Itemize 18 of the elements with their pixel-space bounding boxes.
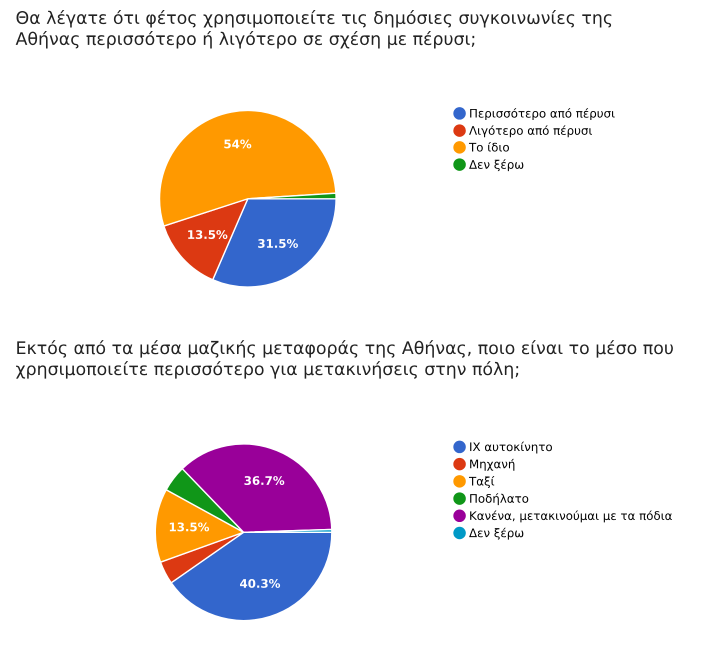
- chart-title: Εκτός από τα μέσα μαζικής μεταφοράς της Αθήνας, ποιο είναι το μέσο που χρησιμοποιείτε περισσότερο για μετακινήσεις στην πόλη;: [16, 340, 673, 379]
- legend-label: Περισσότερο από πέρυσι: [470, 108, 615, 120]
- data-label: 13.5%: [188, 230, 228, 240]
- chart-title: Θα λέγατε ότι φέτος χρησιμοποιείτε τις δημόσιες συγκοινωνίες της Αθήνας περισσότερο ή λιγότερο σε σχέση με πέρυσι;: [16, 10, 612, 49]
- data-label: 13.5%: [170, 522, 210, 532]
- data-label: 31.5%: [258, 239, 298, 248]
- legend-label: Δεν ξέρω: [469, 528, 524, 540]
- data-label: 36.7%: [244, 476, 284, 485]
- legend-label: Το ίδιο: [468, 142, 509, 152]
- data-label: 40.3%: [240, 578, 280, 588]
- legend-label: Κανένα, μετακινούμαι με τα πόδια: [470, 510, 672, 522]
- legend-label: Λιγότερο από πέρυσι: [469, 125, 592, 138]
- legend-label: Ταξί: [468, 476, 494, 488]
- legend-label: Μηχανή: [470, 458, 514, 471]
- legend-label: Δεν ξέρω: [469, 159, 524, 172]
- data-label: 54%: [224, 140, 252, 148]
- legend-label: Ποδήλατο: [470, 493, 528, 506]
- legend-label: ΙΧ αυτοκίνητο: [470, 442, 552, 454]
